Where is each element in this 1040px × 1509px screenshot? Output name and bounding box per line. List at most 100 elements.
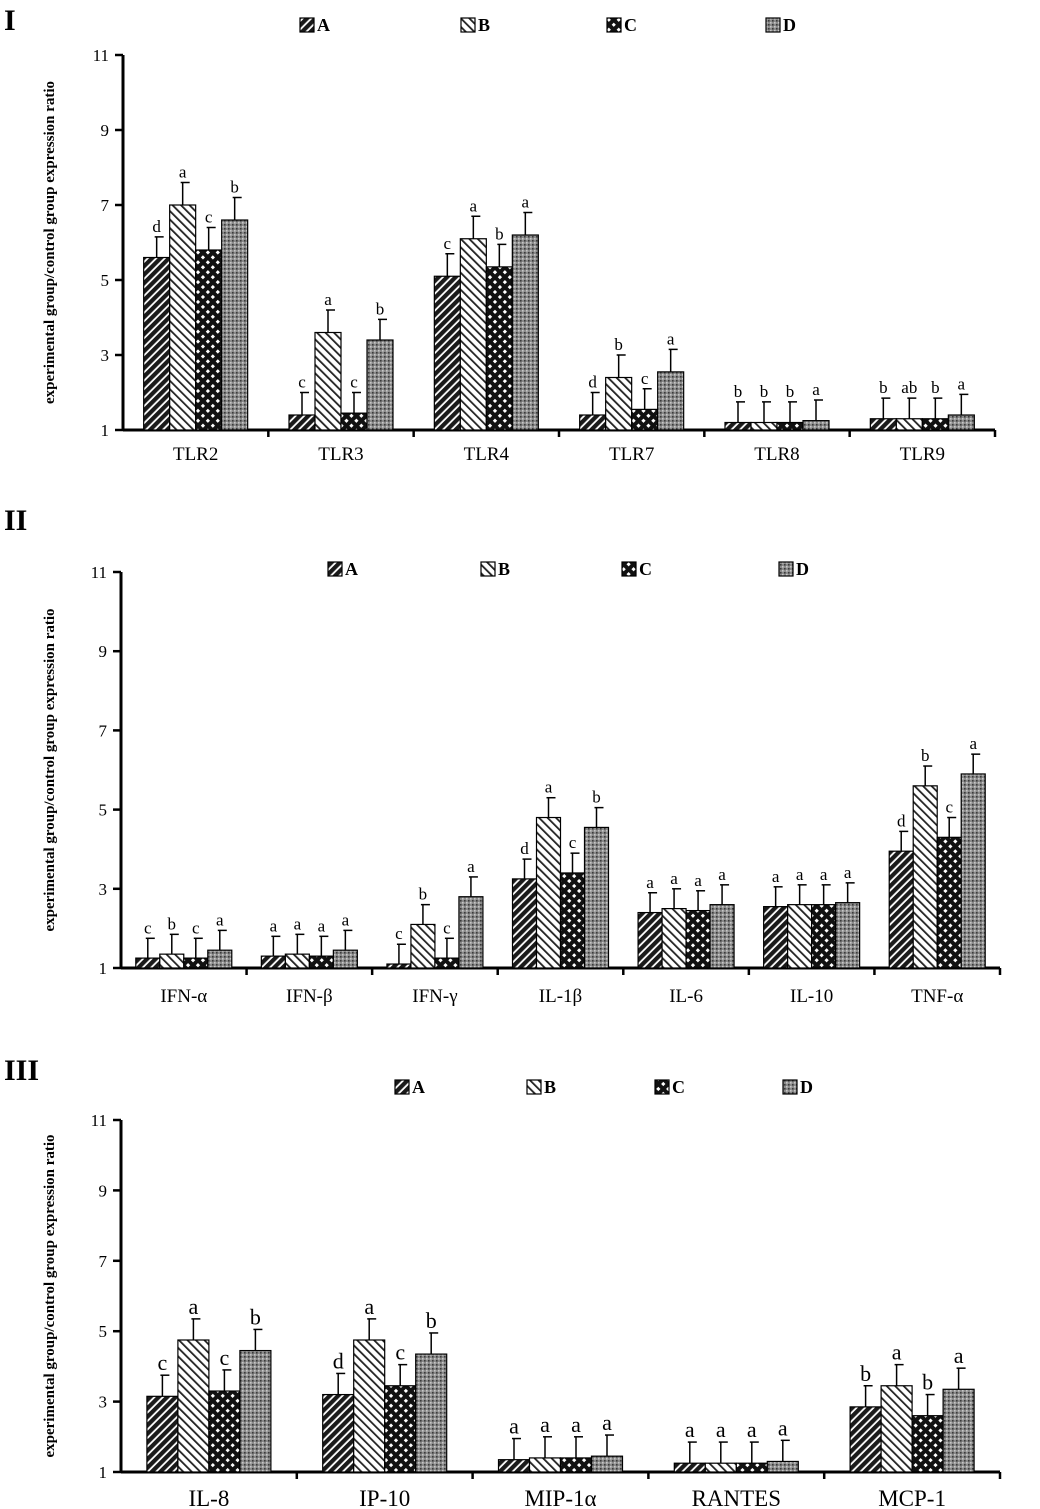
significance-label: a	[747, 1417, 757, 1442]
bar-C	[776, 421, 804, 431]
significance-label: b	[931, 378, 940, 397]
significance-label: b	[592, 788, 601, 807]
bar-D	[835, 902, 861, 969]
bar-B	[314, 331, 342, 431]
panel-label: II	[4, 504, 27, 537]
legend-swatch-D	[778, 561, 794, 577]
significance-label: ab	[901, 378, 917, 397]
bar-C	[208, 1390, 241, 1473]
bar-D	[366, 339, 394, 431]
significance-label: c	[350, 373, 358, 392]
significance-label: b	[879, 378, 888, 397]
bar-C	[308, 955, 334, 969]
x-category-label: IL-6	[669, 986, 703, 1007]
bar-D	[590, 1455, 624, 1473]
legend-swatch-A	[299, 17, 315, 33]
y-tick-label: 9	[99, 642, 108, 661]
significance-label: a	[716, 1417, 726, 1442]
legend-swatch-A	[327, 561, 343, 577]
y-tick-label: 3	[99, 1393, 108, 1412]
significance-label: d	[520, 839, 529, 858]
bar-B	[159, 953, 185, 969]
significance-label: b	[168, 914, 177, 933]
legend-label-B: B	[498, 559, 510, 579]
legend-label-C: C	[624, 15, 637, 35]
significance-label: d	[588, 373, 597, 392]
significance-label: a	[545, 778, 553, 797]
legend-swatch-C	[654, 1079, 670, 1095]
significance-label: a	[470, 196, 478, 215]
x-category-label: TLR2	[173, 444, 218, 465]
bar-C	[183, 957, 209, 969]
significance-label: b	[376, 299, 385, 318]
bar-D	[657, 371, 685, 431]
y-tick-label: 1	[99, 959, 108, 978]
bar-C	[559, 1457, 593, 1473]
legend-swatch-D	[765, 17, 781, 33]
significance-label: b	[419, 885, 428, 904]
significance-label: a	[270, 916, 278, 935]
x-category-label: IL-8	[188, 1486, 229, 1509]
y-tick-label: 7	[101, 196, 110, 215]
chart-panel-III: III experimental group/control group expr…	[4, 1054, 1002, 1509]
bar-A	[579, 414, 607, 431]
bar-A	[511, 878, 538, 969]
bar-B	[284, 953, 310, 969]
bar-A	[888, 850, 914, 969]
bar-D	[947, 414, 975, 431]
bar-B	[787, 904, 813, 969]
bar-C	[340, 412, 368, 431]
significance-label: c	[569, 833, 577, 852]
significance-label: a	[718, 865, 726, 884]
significance-label: a	[772, 867, 780, 886]
legend-label-D: D	[800, 1077, 813, 1097]
significance-label: a	[954, 1343, 964, 1368]
bar-A	[497, 1459, 531, 1473]
y-tick-label: 11	[91, 1111, 107, 1130]
significance-label: a	[694, 871, 702, 890]
bar-D	[415, 1353, 448, 1473]
significance-label: a	[778, 1415, 788, 1440]
x-category-label: TLR8	[754, 444, 799, 465]
bar-A	[763, 906, 789, 969]
bar-D	[960, 773, 986, 969]
significance-label: a	[342, 910, 350, 929]
bar-C	[485, 266, 513, 431]
bar-D	[942, 1388, 975, 1473]
x-category-label: TLR7	[609, 444, 654, 465]
significance-label: c	[395, 924, 403, 943]
x-category-label: TLR4	[464, 444, 510, 465]
y-axis-label: experimental group/control group express…	[42, 608, 58, 931]
legend-label-D: D	[796, 559, 809, 579]
bar-A	[637, 911, 663, 969]
bar-D	[766, 1460, 799, 1473]
significance-label: c	[945, 798, 953, 817]
significance-label: b	[614, 335, 623, 354]
x-category-label: IFN-α	[160, 986, 207, 1007]
bar-C	[434, 957, 460, 969]
legend-label-C: C	[672, 1077, 685, 1097]
y-tick-label: 9	[99, 1181, 108, 1200]
bar-B	[169, 204, 197, 431]
panel-label: III	[4, 1054, 39, 1087]
bar-C	[811, 904, 837, 969]
bar-C	[735, 1462, 768, 1473]
bar-C	[936, 836, 962, 969]
significance-label: d	[333, 1348, 344, 1373]
significance-label: c	[220, 1345, 230, 1370]
bar-D	[239, 1349, 272, 1473]
bar-A	[135, 957, 161, 969]
bar-C	[685, 909, 711, 969]
significance-label: b	[860, 1361, 871, 1386]
y-tick-label: 11	[91, 563, 107, 582]
significance-label: a	[294, 914, 302, 933]
bar-A	[433, 275, 461, 431]
significance-label: c	[158, 1350, 168, 1375]
bar-B	[353, 1339, 386, 1473]
significance-label: a	[844, 863, 852, 882]
legend-label-D: D	[783, 15, 796, 35]
y-tick-label: 5	[99, 801, 108, 820]
significance-label: a	[892, 1340, 902, 1365]
significance-label: b	[922, 1370, 933, 1395]
legend-label-B: B	[544, 1077, 556, 1097]
